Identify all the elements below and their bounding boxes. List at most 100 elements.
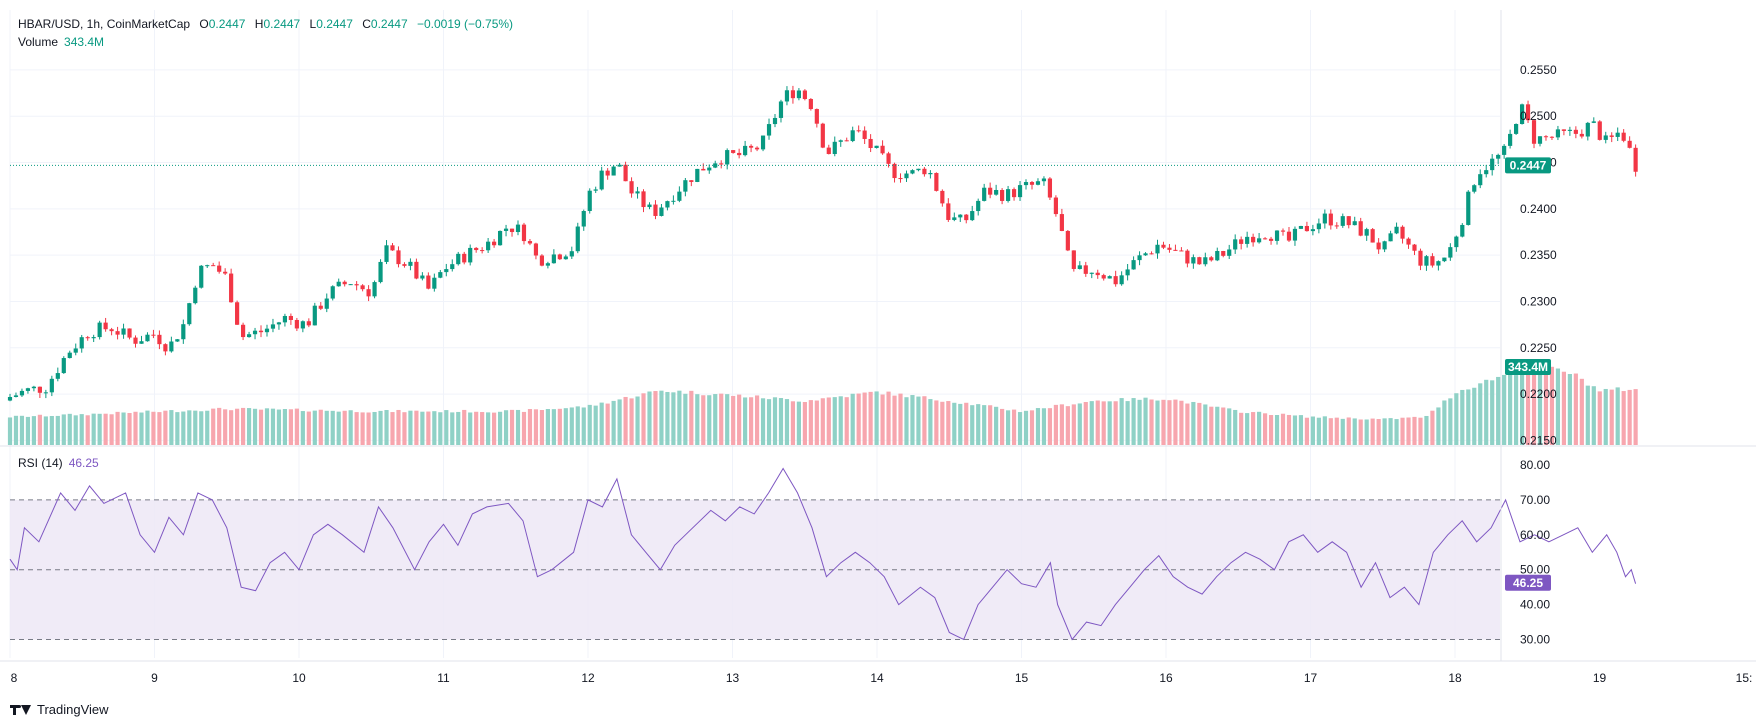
volume-bar xyxy=(288,409,293,445)
volume-bar xyxy=(396,409,401,445)
candle-body xyxy=(1173,249,1178,251)
volume-bar xyxy=(1298,415,1304,445)
volume-bar xyxy=(832,397,837,445)
volume-bar xyxy=(641,393,646,445)
volume-bar xyxy=(468,412,473,445)
candle-body xyxy=(480,250,485,252)
volume-bar xyxy=(1191,401,1196,445)
volume-bar xyxy=(503,410,509,445)
rsi-line xyxy=(9,467,1637,641)
symbol-label: HBAR/USD, 1h, CoinMarketCap xyxy=(18,17,191,31)
volume-bar xyxy=(426,411,431,445)
volume-bar xyxy=(1555,368,1561,445)
candle-body xyxy=(474,247,479,251)
candle-body xyxy=(330,286,335,299)
candle-body xyxy=(217,265,222,272)
candle-body xyxy=(623,164,628,182)
volume-bar xyxy=(1000,408,1005,445)
candle-body xyxy=(444,269,449,273)
volume-bar xyxy=(1310,416,1315,445)
volume-bar xyxy=(533,409,539,445)
candle-body xyxy=(946,203,951,220)
candle-body xyxy=(282,315,288,323)
volume-bar xyxy=(67,413,72,445)
candle-body xyxy=(193,287,198,304)
rsi-tick-label: 70.00 xyxy=(1520,493,1550,507)
volume-bar xyxy=(772,397,778,445)
volume-bar xyxy=(611,400,616,445)
volume-bar xyxy=(336,411,341,445)
volume-bar xyxy=(1257,411,1262,445)
volume-bar xyxy=(976,404,981,445)
candle-body xyxy=(1591,121,1596,123)
volume-bar xyxy=(1334,417,1339,445)
time-tick-label: 17 xyxy=(1304,671,1318,685)
candle-body xyxy=(1370,229,1375,243)
volume-bar xyxy=(497,411,503,445)
volume-bar xyxy=(623,396,628,445)
volume-bar xyxy=(814,400,819,445)
rsi-tick-label: 30.00 xyxy=(1520,633,1550,647)
candle-body xyxy=(43,392,48,394)
volume-bar xyxy=(719,393,724,445)
candle-body xyxy=(432,277,437,289)
candle-body xyxy=(342,281,347,285)
volume-bar xyxy=(766,399,772,445)
volume-bar xyxy=(1215,406,1220,445)
volume-bar xyxy=(97,413,102,445)
candle-body xyxy=(1352,221,1357,226)
candle-body xyxy=(169,341,174,352)
candle-body xyxy=(1454,236,1459,248)
volume-bar xyxy=(1418,417,1423,445)
rsi-value-badge xyxy=(1505,574,1551,591)
volume-bar xyxy=(1490,380,1495,445)
volume-bar xyxy=(1005,410,1011,445)
volume-bar xyxy=(551,409,556,445)
volume-bar xyxy=(390,412,395,445)
candle-body xyxy=(683,180,688,192)
volume-bar xyxy=(169,410,174,445)
candle-body xyxy=(294,319,299,329)
volume-bar xyxy=(1609,389,1614,445)
candle-body xyxy=(1579,133,1584,137)
candle-body xyxy=(211,265,216,267)
candle-body xyxy=(850,130,855,142)
candle-body xyxy=(814,109,819,124)
price-tick-label: 0.2500 xyxy=(1520,109,1557,123)
volume-bar xyxy=(653,391,658,445)
candle-body xyxy=(264,328,270,333)
volume-bar xyxy=(444,410,449,445)
volume-bar xyxy=(1442,400,1447,445)
candle-body xyxy=(1340,216,1345,226)
candle-body xyxy=(994,190,999,195)
volume-bar xyxy=(1059,404,1064,445)
candle-body xyxy=(1137,255,1142,261)
volume-bar xyxy=(1525,369,1531,445)
candle-body xyxy=(1430,256,1435,266)
volume-bar xyxy=(462,409,467,445)
volume-bar xyxy=(1209,406,1214,445)
volume-bar xyxy=(1358,419,1363,445)
volume-bar xyxy=(838,396,843,445)
volume-bar xyxy=(432,411,437,445)
volume-bar xyxy=(856,393,861,445)
candle-body xyxy=(151,334,156,336)
tradingview-logo-icon xyxy=(10,704,32,716)
volume-bar xyxy=(1304,417,1310,445)
candle-body xyxy=(1077,265,1082,269)
close-label: C xyxy=(362,17,371,31)
candle-body xyxy=(199,265,204,288)
volume-bar xyxy=(252,408,258,445)
candle-body xyxy=(414,261,419,279)
volume-bar xyxy=(25,416,31,445)
volume-bar xyxy=(1155,400,1160,445)
candle-body xyxy=(1053,197,1058,215)
candle-body xyxy=(1436,261,1441,266)
time-tick-label: 15: xyxy=(1736,671,1753,685)
candle-body xyxy=(1448,247,1453,258)
tradingview-brand[interactable]: TradingView xyxy=(10,702,109,717)
candle-body xyxy=(252,330,258,335)
volume-bar xyxy=(127,412,132,445)
candle-body xyxy=(402,264,407,266)
